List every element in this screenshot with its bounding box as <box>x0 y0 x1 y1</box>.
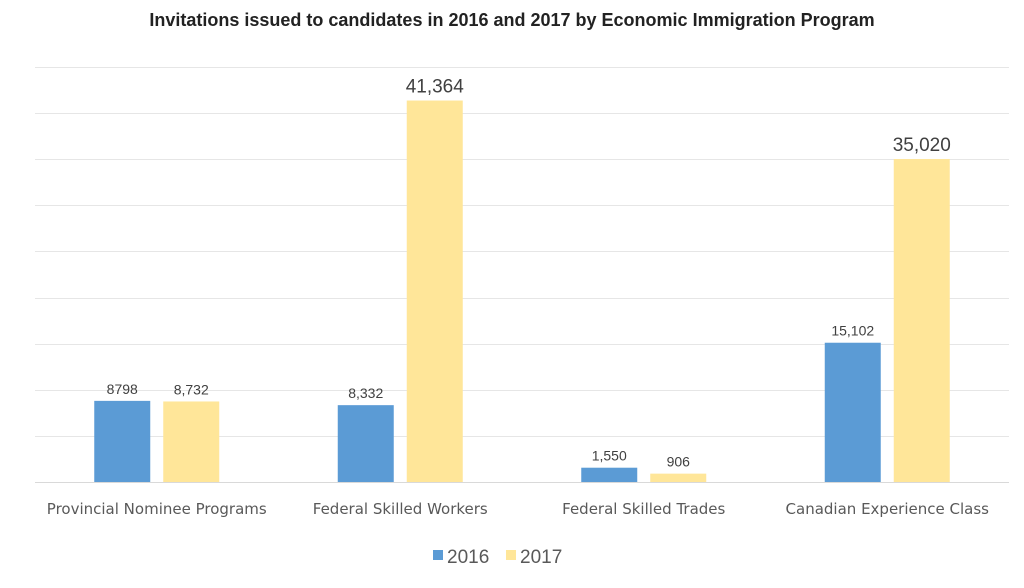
data-label: 15,102 <box>831 323 874 339</box>
bar-2017-1 <box>163 401 220 482</box>
legend-swatch-2017 <box>506 550 516 560</box>
legend-label: 2016 <box>447 547 489 568</box>
legend-swatch-2016 <box>433 550 443 560</box>
data-label: 8,732 <box>174 381 209 397</box>
x-tick-label: Federal Skilled Trades <box>562 500 725 518</box>
chart-title: Invitations issued to candidates in 2016… <box>149 10 875 30</box>
data-label: 8,332 <box>348 385 383 401</box>
bar-2017-2 <box>406 100 463 483</box>
bar-2017-3 <box>650 473 707 482</box>
bar-2017-4 <box>893 159 950 482</box>
x-tick-label: Canadian Experience Class <box>786 500 990 518</box>
bar-2016-3 <box>581 467 638 482</box>
data-label: 906 <box>667 454 691 470</box>
legend-label: 2017 <box>520 547 562 568</box>
data-label: 1,550 <box>592 448 627 464</box>
data-label: 8798 <box>107 381 138 397</box>
bar-2016-1 <box>94 400 151 482</box>
data-label: 41,364 <box>406 77 465 98</box>
bar-2016-4 <box>824 342 881 482</box>
x-tick-label: Federal Skilled Workers <box>313 500 488 518</box>
bar-2016-2 <box>337 405 394 482</box>
data-label: 35,020 <box>893 135 951 156</box>
x-tick-label: Provincial Nominee Programs <box>47 500 267 518</box>
